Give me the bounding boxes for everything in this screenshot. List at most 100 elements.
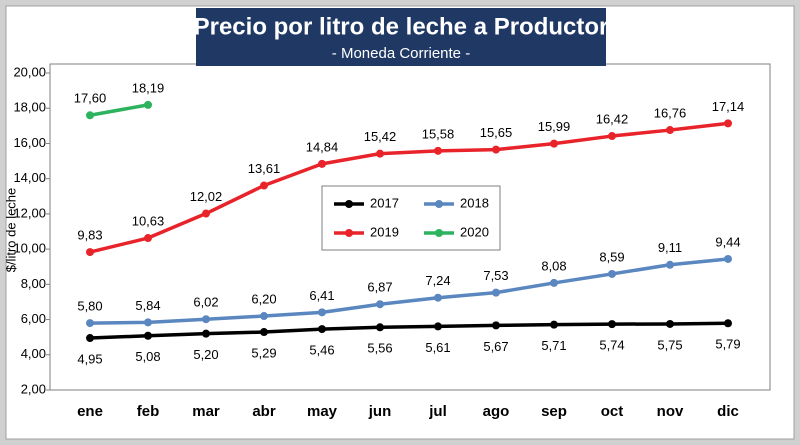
x-tick-label: nov (657, 403, 684, 420)
data-point (608, 132, 616, 141)
value-label: 5,61 (425, 340, 450, 355)
legend-label: 2018 (460, 195, 489, 210)
value-label: 7,24 (425, 273, 450, 288)
data-point (318, 325, 326, 334)
value-label: 5,74 (599, 338, 624, 353)
chart-subtitle: - Moneda Corriente - (332, 45, 470, 62)
data-point (86, 334, 94, 343)
data-point (666, 260, 674, 269)
data-point (86, 111, 94, 120)
y-tick-label: 8,00 (21, 276, 46, 291)
data-point (492, 288, 500, 297)
x-tick-label: feb (137, 403, 160, 420)
data-point (724, 119, 732, 128)
data-point (376, 323, 384, 332)
value-label: 10,63 (132, 213, 165, 228)
value-label: 6,41 (309, 288, 334, 303)
value-label: 5,80 (77, 299, 102, 314)
series-line (89, 321, 729, 340)
value-label: 6,87 (367, 280, 392, 295)
data-point (202, 209, 210, 218)
data-point (376, 300, 384, 309)
value-label: 17,14 (712, 99, 745, 114)
data-point (318, 159, 326, 168)
x-tick-label: may (307, 403, 338, 420)
y-tick-label: 16,00 (13, 135, 46, 150)
legend-marker (345, 200, 353, 208)
value-label: 16,76 (654, 105, 687, 120)
value-label: 5,79 (715, 337, 740, 352)
value-label: 4,95 (77, 351, 102, 366)
legend-marker (435, 200, 443, 208)
data-point (202, 315, 210, 324)
data-point (724, 254, 732, 263)
y-tick-label: 10,00 (13, 241, 46, 256)
value-label: 12,02 (190, 189, 223, 204)
data-point (666, 319, 674, 328)
series-line (89, 121, 729, 254)
value-label: 9,11 (658, 240, 682, 255)
data-point (86, 248, 94, 257)
x-tick-label: mar (192, 403, 220, 420)
value-label: 5,20 (193, 347, 218, 362)
chart-title: Precio por litro de leche a Productor (194, 13, 609, 40)
value-label: 15,65 (480, 125, 513, 140)
data-point (550, 139, 558, 148)
value-label: 5,56 (367, 341, 392, 356)
y-tick-label: 14,00 (13, 170, 46, 185)
data-point (260, 312, 268, 321)
value-label: 5,46 (309, 343, 334, 358)
x-tick-label: jul (428, 403, 447, 420)
value-label: 17,60 (74, 91, 107, 106)
value-label: 5,08 (135, 349, 160, 364)
y-tick-label: 12,00 (13, 205, 46, 220)
series-line (89, 103, 149, 117)
y-tick-label: 18,00 (13, 100, 46, 115)
x-tick-label: ago (483, 403, 510, 420)
value-label: 8,08 (541, 258, 566, 273)
value-label: 9,44 (715, 234, 740, 249)
data-point (144, 331, 152, 340)
data-point (260, 328, 268, 337)
x-tick-label: ene (77, 403, 103, 420)
y-axis-label: $/litro de leche (3, 188, 18, 273)
legend-label: 2020 (460, 224, 489, 239)
data-point (376, 149, 384, 158)
legend-label: 2017 (370, 195, 399, 210)
legend-marker (435, 229, 443, 237)
value-label: 15,42 (364, 129, 397, 144)
legend (321, 185, 501, 251)
legend-marker (345, 229, 353, 237)
value-label: 5,84 (135, 298, 160, 313)
value-label: 5,71 (541, 338, 566, 353)
data-point (434, 293, 442, 302)
data-point (724, 319, 732, 328)
data-point (550, 278, 558, 287)
value-label: 5,29 (251, 345, 276, 360)
y-tick-label: 4,00 (21, 346, 46, 361)
y-tick-label: 2,00 (21, 381, 46, 396)
data-point (144, 100, 152, 109)
value-label: 18,19 (132, 80, 165, 95)
value-label: 7,53 (483, 268, 508, 283)
legend-label: 2019 (370, 224, 399, 239)
data-point (434, 146, 442, 155)
data-point (144, 234, 152, 243)
data-point (666, 126, 674, 135)
value-label: 15,58 (422, 126, 455, 141)
x-tick-label: jun (368, 403, 392, 420)
value-label: 6,20 (251, 291, 276, 306)
y-tick-label: 6,00 (21, 311, 46, 326)
x-tick-label: oct (601, 403, 624, 420)
y-tick-label: 20,00 (13, 64, 46, 79)
value-label: 14,84 (306, 139, 339, 154)
data-point (318, 308, 326, 317)
data-point (608, 320, 616, 329)
data-point (202, 329, 210, 338)
series-line (89, 257, 729, 325)
data-point (608, 269, 616, 278)
value-label: 13,61 (248, 161, 281, 176)
x-tick-label: abr (252, 403, 276, 420)
value-label: 15,99 (538, 119, 571, 134)
